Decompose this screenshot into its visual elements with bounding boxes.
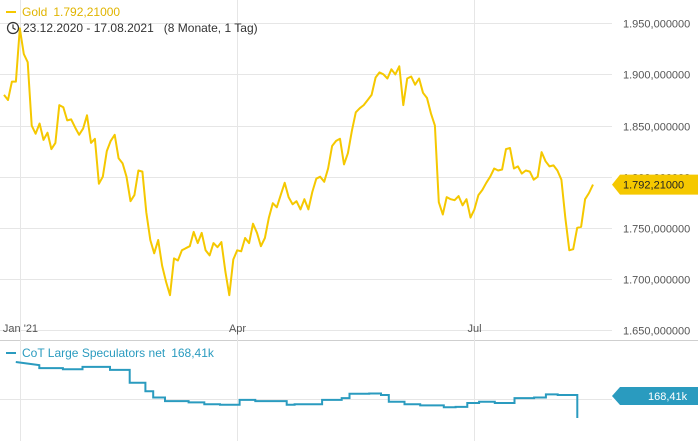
- main-legend: Gold 1.792,21000 23.12.2020 - 17.08.2021…: [6, 4, 258, 36]
- date-range: 23.12.2020 - 17.08.2021: [23, 21, 154, 35]
- y-tick-label: 1.650,000000: [623, 326, 690, 338]
- gold-last-value-badge: [612, 174, 698, 195]
- cot-last-value-badge: [612, 387, 698, 405]
- cot-legend-label: CoT Large Speculators net: [22, 346, 166, 360]
- gold-last-value-label: 1.792,21000: [623, 180, 684, 192]
- x-tick-label: Jul: [467, 323, 481, 335]
- x-tick-label: Jan '21: [3, 323, 38, 335]
- duration-label: (8 Monate, 1 Tag): [163, 21, 258, 35]
- y-tick-label: 1.750,000000: [623, 224, 690, 236]
- gold-legend-label: Gold: [22, 5, 48, 19]
- clock-icon: [6, 21, 20, 35]
- y-tick-label: 1.700,000000: [623, 275, 690, 287]
- gold-series-line: [3, 27, 594, 297]
- x-tick-label: Apr: [229, 323, 246, 335]
- cot-series-line: [15, 361, 579, 418]
- cot-legend[interactable]: CoT Large Speculators net 168,41k: [6, 345, 214, 361]
- gold-legend-row[interactable]: Gold 1.792,21000: [6, 4, 258, 20]
- cot-last-value-label: 168,41k: [648, 391, 688, 403]
- y-tick-label: 1.850,000000: [623, 122, 690, 134]
- y-tick-label: 1.900,000000: [623, 70, 690, 82]
- y-tick-label: 1.950,000000: [623, 19, 690, 31]
- cot-legend-value: 168,41k: [171, 346, 214, 360]
- gold-swatch: [6, 11, 16, 13]
- date-range-row: 23.12.2020 - 17.08.2021 (8 Monate, 1 Tag…: [6, 20, 258, 36]
- cot-swatch: [6, 352, 16, 354]
- gold-legend-value: 1.792,21000: [53, 5, 121, 19]
